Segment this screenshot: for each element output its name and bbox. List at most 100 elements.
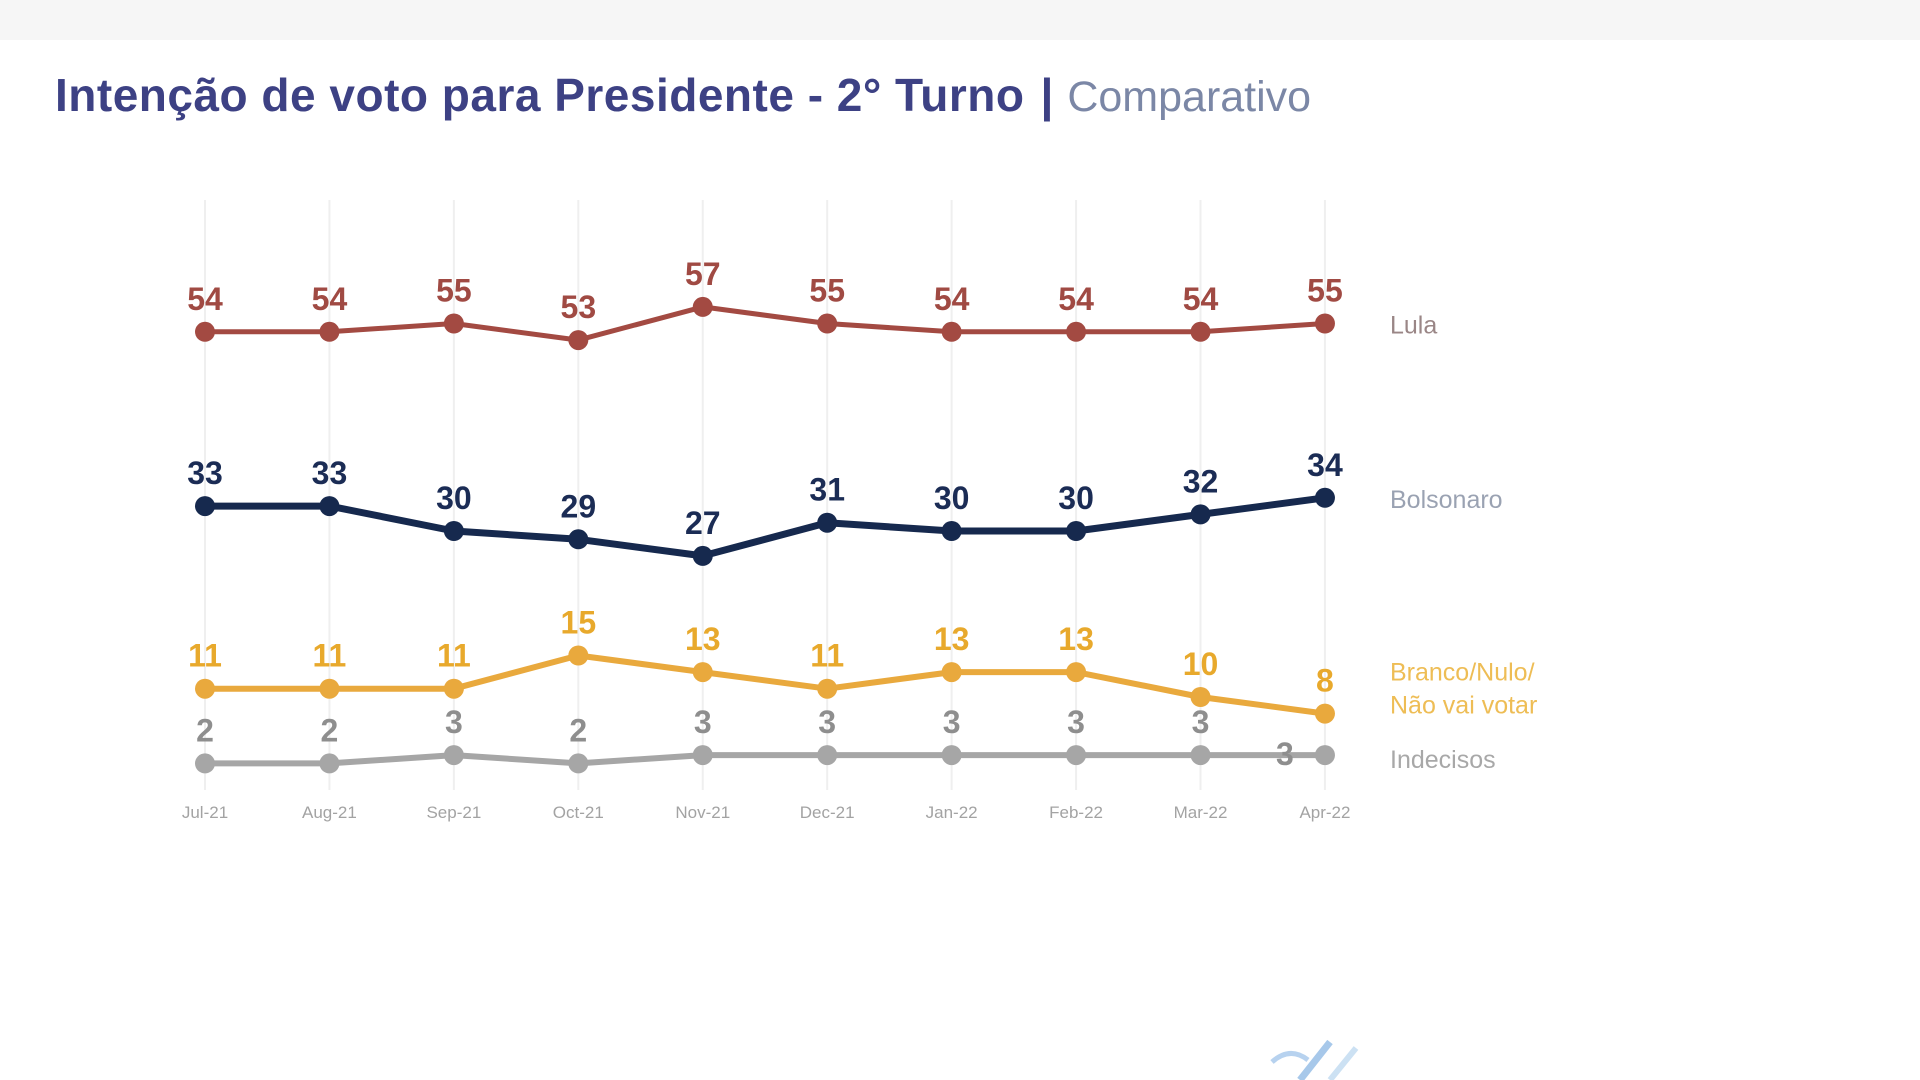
x-tick-label-7: Feb-22: [1049, 803, 1103, 822]
branco-nulo-n-o-vai-votar-point-3: [568, 645, 589, 666]
bolsonaro-line: [201, 494, 1329, 560]
indecisos-line: [202, 752, 1328, 767]
indecisos-point-3: [568, 753, 589, 774]
lula-value-6: 54: [934, 281, 970, 317]
lula-value-9: 55: [1307, 273, 1343, 309]
watermark-logo: [1270, 1039, 1359, 1080]
bolsonaro-point-0: [195, 496, 215, 517]
indecisos-value-4: 3: [694, 704, 712, 740]
bolsonaro-value-8: 32: [1183, 463, 1219, 499]
lula-value-4: 57: [685, 256, 721, 292]
indecisos-value-1: 2: [321, 712, 339, 748]
lula-line: [202, 304, 1328, 343]
bolsonaro-point-4: [692, 545, 713, 566]
lula-value-1: 54: [312, 281, 348, 317]
bolsonaro-value-4: 27: [685, 505, 721, 541]
bolsonaro-point-5: [817, 512, 838, 533]
indecisos-point-7: [1066, 745, 1087, 766]
bolsonaro-value-2: 30: [436, 480, 472, 516]
x-tick-label-6: Jan-22: [926, 803, 978, 822]
bolsonaro-point-9: [1314, 487, 1335, 508]
indecisos-value-9: 3: [1276, 736, 1294, 772]
indecisos-point-8: [1190, 745, 1211, 766]
top-band: [0, 0, 1920, 40]
branco-nulo-n-o-vai-votar-value-9: 8: [1316, 663, 1334, 699]
branco-nulo-n-o-vai-votar-point-2: [443, 678, 464, 699]
lula-point-1: [319, 321, 340, 342]
lula-point-2: [443, 313, 464, 334]
branco-nulo-n-o-vai-votar-point-1: [319, 678, 340, 699]
indecisos-value-0: 2: [196, 712, 214, 748]
branco-nulo-n-o-vai-votar-value-5: 11: [810, 638, 844, 674]
lula-value-3: 53: [561, 289, 597, 325]
indecisos-point-1: [319, 753, 340, 774]
title-separator: |: [1040, 69, 1054, 121]
branco-nulo-n-o-vai-votar-point-0: [195, 678, 215, 699]
branco-nulo-n-o-vai-votar-point-8: [1190, 687, 1211, 707]
bolsonaro-value-3: 29: [561, 488, 597, 524]
bolsonaro-point-2: [443, 521, 464, 541]
branco-nulo-n-o-vai-votar-value-1: 11: [313, 638, 347, 674]
indecisos-value-8: 3: [1192, 704, 1210, 740]
branco-nulo-n-o-vai-votar-value-7: 13: [1058, 621, 1094, 657]
page-title: Intenção de voto para Presidente - 2° Tu…: [55, 69, 1025, 121]
branco-nulo-n-o-vai-votar-value-2: 11: [437, 638, 471, 674]
bolsonaro-value-5: 31: [809, 472, 845, 508]
lula-point-7: [1066, 321, 1087, 342]
x-tick-label-0: Jul-21: [182, 803, 228, 822]
branco-nulo-n-o-vai-votar-value-6: 13: [934, 621, 970, 657]
branco-nulo-n-o-vai-votar-value-4: 13: [685, 621, 721, 657]
lula-value-2: 55: [436, 273, 472, 309]
x-tick-label-1: Aug-21: [302, 803, 357, 822]
lula-point-9: [1314, 313, 1335, 334]
x-tick-label-5: Dec-21: [800, 803, 855, 822]
indecisos-point-4: [692, 745, 713, 766]
branco-nulo-n-o-vai-votar-point-5: [817, 678, 838, 699]
lula-point-4: [692, 296, 713, 317]
legend-branco-nulo-n-o-vai-votar-line-0: Branco/Nulo/: [1390, 659, 1535, 687]
bolsonaro-point-8: [1190, 504, 1211, 525]
bolsonaro-value-7: 30: [1058, 480, 1094, 516]
bolsonaro-point-3: [568, 529, 589, 550]
legend-indecisos-line-0: Indecisos: [1390, 746, 1496, 774]
branco-nulo-n-o-vai-votar-point-9: [1314, 703, 1335, 724]
branco-nulo-n-o-vai-votar-point-4: [692, 662, 713, 683]
indecisos-point-0: [195, 753, 215, 774]
indecisos-value-7: 3: [1067, 704, 1085, 740]
x-tick-label-3: Oct-21: [553, 803, 604, 822]
page-subtitle: Comparativo: [1067, 73, 1312, 121]
bolsonaro-value-1: 33: [312, 455, 348, 491]
x-tick-label-8: Mar-22: [1174, 803, 1228, 822]
indecisos-point-5: [817, 745, 838, 766]
indecisos-value-5: 3: [818, 704, 836, 740]
indecisos-value-3: 2: [569, 712, 587, 748]
bolsonaro-point-1: [319, 496, 340, 517]
x-tick-label-4: Nov-21: [675, 803, 730, 822]
legend-bolsonaro-line-0: Bolsonaro: [1390, 486, 1503, 514]
lula-point-8: [1190, 321, 1211, 342]
lula-point-0: [195, 321, 215, 342]
bolsonaro-value-9: 34: [1307, 447, 1343, 483]
lula-value-8: 54: [1183, 281, 1219, 317]
branco-nulo-n-o-vai-votar-value-8: 10: [1183, 646, 1219, 682]
indecisos-point-6: [941, 745, 962, 766]
bolsonaro-value-0: 33: [187, 455, 223, 491]
lula-value-0: 54: [187, 281, 223, 317]
lula-point-3: [568, 330, 589, 351]
branco-nulo-n-o-vai-votar-point-6: [941, 662, 962, 683]
lula-point-6: [941, 321, 962, 342]
bolsonaro-point-6: [941, 521, 962, 541]
branco-nulo-n-o-vai-votar-value-0: 11: [188, 638, 222, 674]
indecisos-point-2: [443, 745, 464, 766]
legend-lula-line-0: Lula: [1390, 312, 1437, 340]
x-tick-label-2: Sep-21: [426, 803, 481, 822]
indecisos-value-2: 3: [445, 704, 463, 740]
branco-nulo-n-o-vai-votar-point-7: [1066, 662, 1087, 683]
indecisos-point-9: [1314, 745, 1335, 766]
lula-value-5: 55: [809, 273, 845, 309]
lula-value-7: 54: [1058, 281, 1094, 317]
lula-point-5: [817, 313, 838, 334]
bolsonaro-value-6: 30: [934, 480, 970, 516]
